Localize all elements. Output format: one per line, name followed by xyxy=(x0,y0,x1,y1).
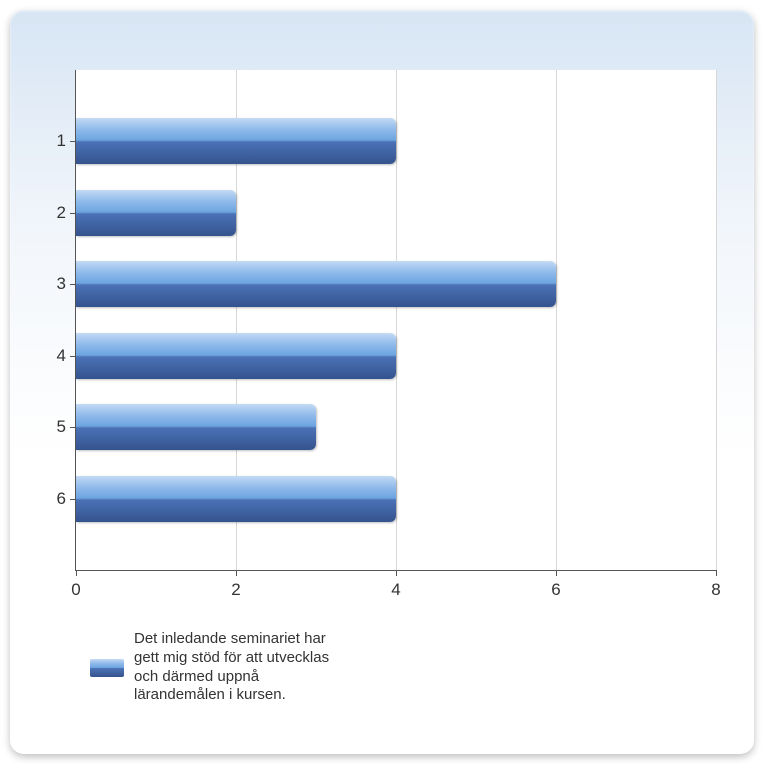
ytick-label: 2 xyxy=(57,203,76,223)
plot-area: 02468123456 xyxy=(75,70,716,571)
ytick-label: 1 xyxy=(57,131,76,151)
bar xyxy=(76,261,556,307)
gridline xyxy=(396,70,397,570)
bar xyxy=(76,333,396,379)
ytick-label: 4 xyxy=(57,346,76,366)
chart-card: 02468123456 Det inledande seminariet har… xyxy=(10,10,754,754)
legend-text: Det inledande seminariet har gett mig st… xyxy=(134,630,354,705)
xtick-label: 4 xyxy=(391,570,400,600)
ytick-label: 3 xyxy=(57,274,76,294)
gridline xyxy=(556,70,557,570)
xtick-label: 2 xyxy=(231,570,240,600)
xtick-label: 8 xyxy=(711,570,720,600)
bar xyxy=(76,118,396,164)
xtick-label: 6 xyxy=(551,570,560,600)
xtick-label: 0 xyxy=(71,570,80,600)
bar xyxy=(76,404,316,450)
legend-swatch xyxy=(90,659,124,677)
bar xyxy=(76,190,236,236)
gridline xyxy=(716,70,717,570)
bar xyxy=(76,476,396,522)
ytick-label: 6 xyxy=(57,489,76,509)
ytick-label: 5 xyxy=(57,417,76,437)
legend: Det inledande seminariet har gett mig st… xyxy=(90,630,354,705)
